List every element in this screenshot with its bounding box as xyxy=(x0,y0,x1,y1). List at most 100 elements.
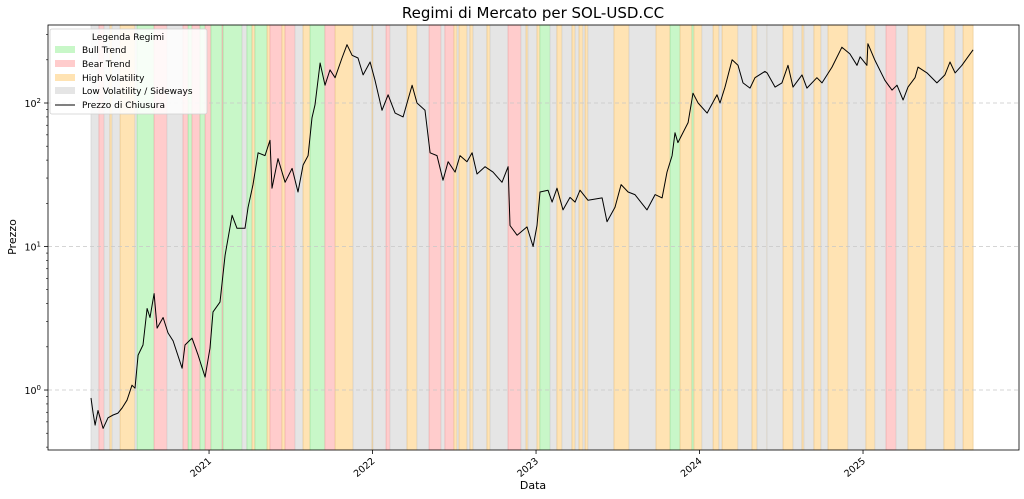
regime-band-low xyxy=(803,24,815,451)
regime-band-bull xyxy=(539,24,551,451)
regime-band-high xyxy=(613,24,630,451)
regime-band-high xyxy=(827,24,849,451)
legend-box xyxy=(49,28,208,115)
y-tick-label: 102 xyxy=(24,97,41,110)
regime-band-bear xyxy=(269,24,283,451)
regime-band-bull xyxy=(222,24,243,451)
regime-band-low xyxy=(718,24,723,451)
x-tick-label: 2024 xyxy=(679,456,705,480)
regime-band-bear xyxy=(284,24,296,451)
regime-band-high xyxy=(679,24,693,451)
y-tick-label: 100 xyxy=(24,384,41,397)
regime-band-low xyxy=(549,24,558,451)
regime-band-low xyxy=(756,24,768,451)
regime-band-low xyxy=(701,24,714,451)
regime-band-high xyxy=(584,24,589,451)
price-line xyxy=(90,43,974,429)
regime-bands xyxy=(90,24,974,451)
regime-band-high xyxy=(486,24,491,451)
regime-band-low xyxy=(925,24,945,451)
legend-swatch-high xyxy=(55,74,75,81)
regime-band-low xyxy=(466,24,471,451)
regime-band-high xyxy=(907,24,927,451)
regime-band-low xyxy=(440,24,446,451)
regime-band-high xyxy=(578,24,584,451)
legend: Legenda Regimi Bull Trend Bear Trend Hig… xyxy=(49,28,208,115)
x-tick-label: 2022 xyxy=(352,456,378,480)
regime-band-low xyxy=(820,24,829,451)
regime-band-bull xyxy=(669,24,681,451)
regime-band-bear xyxy=(507,24,522,451)
regime-band-high xyxy=(943,24,956,451)
y-tick-label: 101 xyxy=(24,241,41,254)
regime-band-bear xyxy=(444,24,455,451)
regime-band-low xyxy=(241,24,248,451)
regime-band-high xyxy=(571,24,576,451)
regime-band-low xyxy=(847,24,867,451)
x-tick-label: 2021 xyxy=(188,456,214,480)
regime-band-high xyxy=(865,24,876,451)
regime-band-high xyxy=(536,24,541,451)
regime-band-high xyxy=(406,24,418,451)
legend-swatch-bear xyxy=(55,60,75,67)
regime-band-low xyxy=(737,24,753,451)
x-axis-label: Data xyxy=(520,479,546,492)
legend-swatch-low xyxy=(55,87,75,94)
regime-band-low xyxy=(766,24,784,451)
regime-band-bear xyxy=(385,24,391,451)
plot-area xyxy=(47,24,1020,451)
regime-band-low xyxy=(792,24,803,451)
x-tick-label: 2023 xyxy=(515,456,541,480)
regime-band-low xyxy=(489,24,509,451)
regime-band-high xyxy=(302,24,311,451)
regime-band-low xyxy=(628,24,657,451)
regime-band-high xyxy=(655,24,671,451)
regime-band-low xyxy=(895,24,909,451)
legend-label-low: Low Volatility / Sideways xyxy=(82,87,193,97)
regime-band-high xyxy=(453,24,458,451)
regime-band-high xyxy=(266,24,271,451)
regime-band-high xyxy=(556,24,563,451)
legend-label-price: Prezzo di Chiusura xyxy=(82,101,165,111)
regime-band-high xyxy=(962,24,974,451)
regime-band-low xyxy=(372,24,387,451)
regime-band-high xyxy=(251,24,256,451)
x-tick-label: 2025 xyxy=(842,456,868,480)
regime-band-low xyxy=(389,24,408,451)
regime-band-low xyxy=(294,24,304,451)
regime-band-low xyxy=(472,24,488,451)
regime-band-high xyxy=(712,24,720,451)
legend-title: Legenda Regimi xyxy=(92,33,164,43)
y-axis-ticks: 100 101 102 xyxy=(24,34,48,448)
regime-band-low xyxy=(416,24,430,451)
regime-band-bull xyxy=(210,24,223,451)
regime-band-high xyxy=(813,24,822,451)
regime-band-high xyxy=(782,24,794,451)
regime-band-bull xyxy=(309,24,326,451)
regime-band-low xyxy=(527,24,538,451)
regime-band-high xyxy=(458,24,468,451)
regime-band-low xyxy=(874,24,887,451)
regime-band-low xyxy=(954,24,964,451)
regime-band-high xyxy=(693,24,703,451)
chart-title: Regimi di Mercato per SOL-USD.CC xyxy=(402,4,664,22)
y-axis-label: Prezzo xyxy=(6,219,19,255)
regime-band-high xyxy=(281,24,286,451)
regime-band-bear xyxy=(324,24,336,451)
regime-band-bull xyxy=(246,24,253,451)
legend-swatch-bull xyxy=(55,46,75,53)
regime-band-high xyxy=(469,24,474,451)
regime-band-low xyxy=(561,24,573,451)
regime-band-low xyxy=(574,24,580,451)
legend-label-high: High Volatility xyxy=(82,74,145,84)
x-axis-ticks: 2021 2022 2023 2024 2025 xyxy=(188,450,868,480)
legend-label-bear: Bear Trend xyxy=(82,60,130,70)
axes-frame xyxy=(47,24,1020,451)
legend-label-bull: Bull Trend xyxy=(82,46,126,56)
regime-band-low xyxy=(352,24,373,451)
regime-band-high xyxy=(751,24,758,451)
regime-band-bear xyxy=(428,24,442,451)
regime-band-low xyxy=(582,24,586,451)
regime-band-bull xyxy=(254,24,268,451)
